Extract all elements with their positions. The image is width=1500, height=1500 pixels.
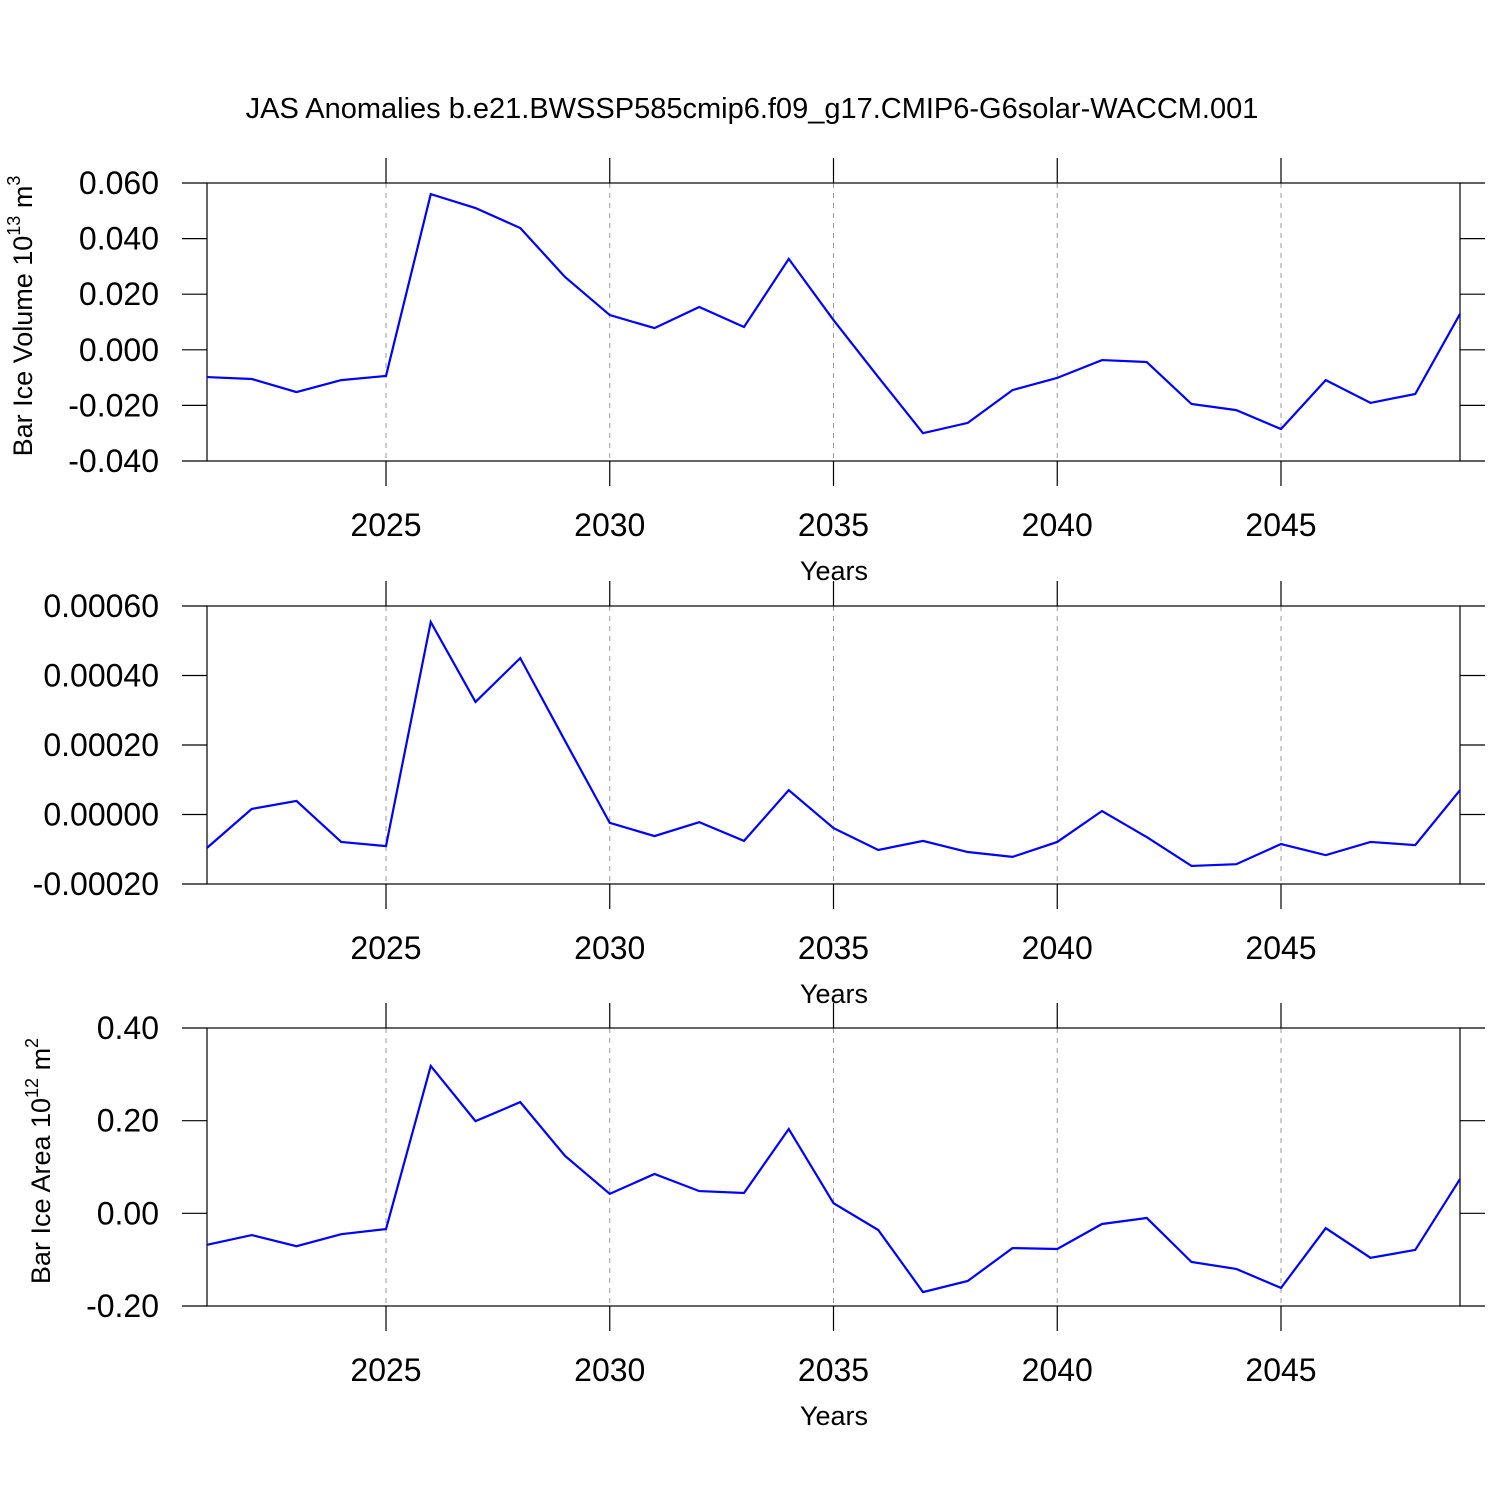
x-tick-label: 2035 bbox=[798, 1352, 869, 1388]
x-tick-label: 2035 bbox=[798, 930, 869, 966]
y-tick-label: -0.20 bbox=[86, 1288, 159, 1324]
plot-frame bbox=[206, 605, 1461, 885]
y-axis-label: Bar Snow Volume 1013 m3 bbox=[0, 583, 2, 895]
y-axis-label-exponent: 12 bbox=[22, 1078, 42, 1098]
data-line bbox=[206, 1063, 1461, 1294]
x-tick-label: 2045 bbox=[1245, 507, 1316, 543]
chart-title: JAS Anomalies b.e21.BWSSP585cmip6.f09_g1… bbox=[246, 93, 1259, 125]
y-axis-label-exponent: 13 bbox=[4, 216, 24, 236]
y-tick-label: 0.00 bbox=[97, 1195, 159, 1231]
x-tick-label: 2045 bbox=[1245, 1352, 1316, 1388]
plot-frame bbox=[206, 182, 1461, 462]
y-tick-label: 0.060 bbox=[79, 165, 159, 201]
y-tick-label: -0.00020 bbox=[33, 866, 159, 902]
y-axis-label: Bar Ice Area 1012 m2 bbox=[22, 1038, 56, 1284]
y-axis-label-exponent: 3 bbox=[4, 176, 24, 186]
y-axis-label-part: m bbox=[0, 593, 2, 623]
y-axis-label-part: Bar Ice Volume 10 bbox=[8, 236, 38, 457]
plot-frame bbox=[206, 1027, 1461, 1307]
x-tick-label: 2030 bbox=[574, 1352, 645, 1388]
y-tick-label: 0.00000 bbox=[43, 797, 159, 833]
y-tick-label: 0.40 bbox=[97, 1010, 159, 1046]
x-tick-label: 2045 bbox=[1245, 930, 1316, 966]
y-axis-label-part: Bar Snow Volume 10 bbox=[0, 643, 2, 895]
y-axis-label-part: m bbox=[26, 1048, 56, 1078]
x-tick-label: 2040 bbox=[1022, 507, 1093, 543]
x-tick-label: 2035 bbox=[798, 507, 869, 543]
y-tick-label: 0.20 bbox=[97, 1103, 159, 1139]
y-tick-label: 0.00040 bbox=[43, 658, 159, 694]
y-tick-label: 0.00060 bbox=[43, 588, 159, 624]
data-line bbox=[206, 618, 1461, 868]
y-axis-label-exponent: 2 bbox=[22, 1038, 42, 1048]
y-tick-label: 0.00020 bbox=[43, 727, 159, 763]
y-tick-label: 0.040 bbox=[79, 221, 159, 257]
y-axis-label-part: m bbox=[8, 186, 38, 216]
x-tick-label: 2025 bbox=[350, 507, 421, 543]
y-axis-label: Bar Ice Volume 1013 m3 bbox=[4, 176, 38, 457]
y-axis-label-part: Bar Ice Area 10 bbox=[26, 1098, 56, 1284]
x-tick-label: 2040 bbox=[1022, 930, 1093, 966]
y-tick-label: 0.000 bbox=[79, 332, 159, 368]
x-axis-label: Years bbox=[800, 1401, 868, 1431]
y-tick-label: -0.020 bbox=[68, 387, 159, 423]
y-tick-label: 0.020 bbox=[79, 276, 159, 312]
x-tick-label: 2025 bbox=[350, 930, 421, 966]
x-tick-label: 2040 bbox=[1022, 1352, 1093, 1388]
x-tick-label: 2030 bbox=[574, 930, 645, 966]
data-line bbox=[206, 192, 1461, 435]
x-tick-label: 2030 bbox=[574, 507, 645, 543]
y-tick-label: -0.040 bbox=[68, 443, 159, 479]
x-tick-label: 2025 bbox=[350, 1352, 421, 1388]
